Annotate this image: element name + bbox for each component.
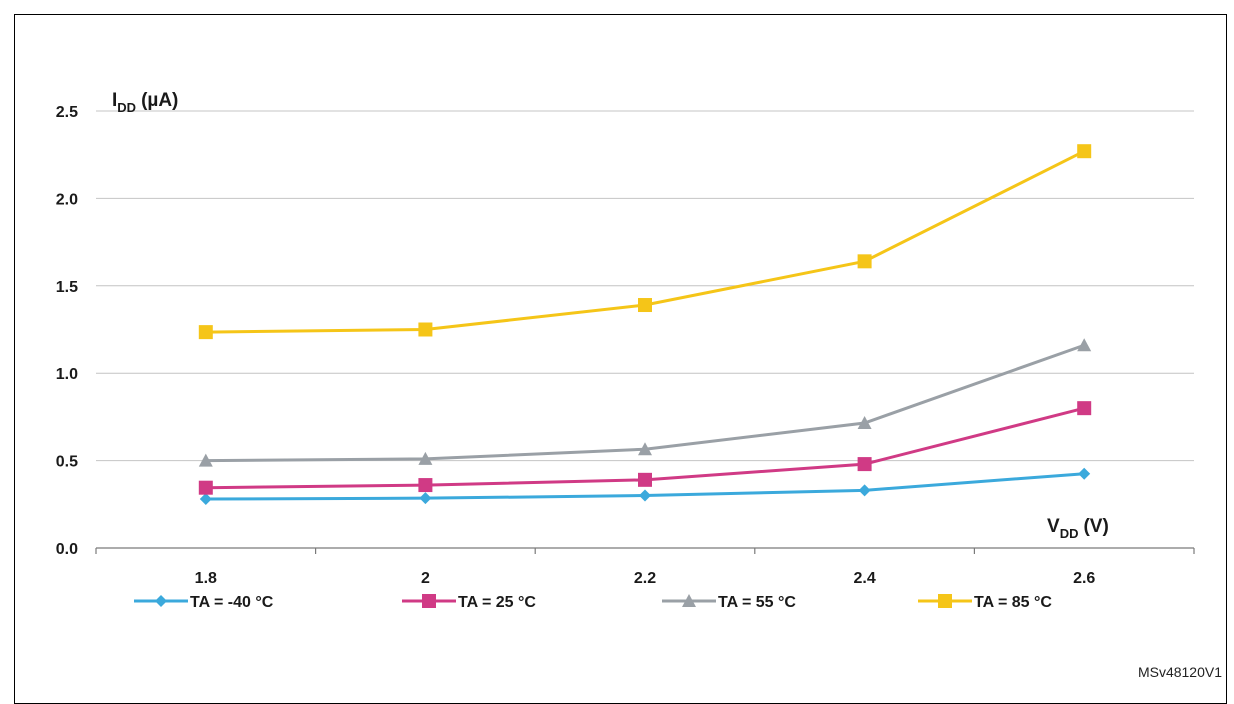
data-point — [155, 595, 167, 607]
series — [198, 401, 1092, 495]
y-tick-label: 0.5 — [56, 454, 78, 471]
legend: TA = -40 °C TA = 25 °C TA = 55 °C TA = 85 °… — [134, 594, 1052, 611]
series — [199, 467, 1091, 506]
data-point — [198, 453, 213, 467]
x-tick-label: 2 — [421, 570, 430, 587]
data-point — [638, 298, 652, 313]
y-tick-label: 0.0 — [56, 541, 78, 558]
x-tick-label: 2.6 — [1073, 570, 1095, 587]
data-point — [857, 254, 872, 269]
series-lines — [198, 144, 1092, 506]
data-point — [857, 416, 872, 430]
y-tick-label: 2.5 — [56, 104, 78, 121]
x-tick-labels: 1.8 2 2.2 2.4 2.6 — [195, 570, 1096, 587]
legend-label: TA = -40 °C — [190, 594, 274, 611]
data-point — [858, 484, 871, 497]
data-point — [1078, 467, 1091, 480]
data-point — [682, 594, 696, 607]
data-point — [1077, 401, 1092, 416]
data-point — [422, 594, 436, 608]
data-point — [1077, 144, 1092, 159]
series — [198, 338, 1092, 467]
data-point — [419, 492, 432, 505]
data-point — [1077, 338, 1092, 352]
figure-reference-code: MSv48120V1 — [1137, 664, 1222, 680]
y-tick-label: 1.0 — [56, 366, 78, 383]
data-point — [418, 322, 433, 337]
data-point — [418, 478, 433, 493]
x-tick-label: 1.8 — [195, 570, 217, 587]
data-point — [198, 480, 213, 495]
data-point — [638, 472, 652, 487]
data-point — [199, 493, 212, 506]
y-tick-label: 1.5 — [56, 279, 78, 296]
legend-item: TA = 55 °C — [662, 594, 796, 611]
data-point — [857, 457, 872, 472]
x-tick-label: 2.2 — [634, 570, 656, 587]
legend-label: TA = 85 °C — [974, 594, 1052, 611]
data-point — [418, 451, 433, 465]
data-point — [638, 442, 652, 456]
legend-label: TA = 55 °C — [718, 594, 796, 611]
axes — [95, 547, 1195, 554]
data-point — [639, 489, 651, 502]
y-axis-label: IDD (µA) — [112, 90, 178, 115]
y-tick-label: 2.0 — [56, 191, 78, 208]
data-point — [198, 325, 213, 340]
legend-item: TA = 85 °C — [918, 594, 1052, 611]
legend-item: TA = 25 °C — [402, 594, 536, 611]
x-tick-label: 2.4 — [853, 570, 875, 587]
legend-label: TA = 25 °C — [458, 594, 536, 611]
legend-item: TA = -40 °C — [134, 594, 274, 611]
y-tick-labels: 0.0 0.5 1.0 1.5 2.0 2.5 — [56, 104, 78, 558]
gridlines — [96, 110, 1194, 462]
series — [198, 144, 1092, 340]
x-axis-label: VDD (V) — [1047, 516, 1109, 541]
data-point — [938, 594, 952, 608]
